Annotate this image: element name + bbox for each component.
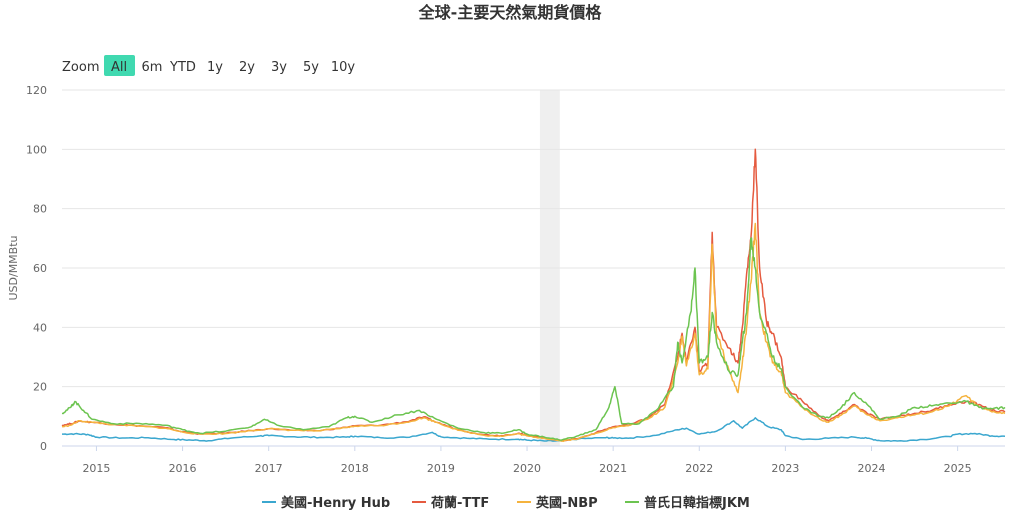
- x-axis-ticks: 2015 2016 2017 2018 2019 2020 2021 2022 2023 2024…: [82, 446, 972, 475]
- zoom-controls: Zoom All 6m YTD 1y 2y 3y 5y 10y: [62, 55, 355, 76]
- x-tick-label: 2022: [685, 462, 713, 475]
- x-tick-label: 2019: [427, 462, 455, 475]
- zoom-button-1y[interactable]: 1y: [207, 60, 223, 75]
- y-tick-label: 0: [40, 440, 47, 453]
- series-line-1: [61, 148, 1006, 442]
- zoom-button-label: YTD: [169, 60, 196, 75]
- x-tick-label: 2018: [341, 462, 369, 475]
- zoom-button-5y[interactable]: 5y: [303, 60, 319, 75]
- x-tick-label: 2015: [82, 462, 110, 475]
- zoom-button-all[interactable]: All: [104, 55, 135, 76]
- zoom-button-6m[interactable]: 6m: [142, 60, 163, 75]
- gridlines: [62, 89, 1005, 447]
- zoom-button-2y[interactable]: 2y: [239, 60, 255, 75]
- zoom-button-label: 6m: [142, 60, 163, 75]
- legend-label: 荷蘭-TTF: [430, 495, 489, 511]
- x-tick-label: 2017: [255, 462, 283, 475]
- y-tick-label: 40: [33, 321, 47, 334]
- legend-item-0[interactable]: 美國-Henry Hub: [262, 495, 390, 511]
- zoom-button-3y[interactable]: 3y: [271, 60, 287, 75]
- zoom-button-label: 5y: [303, 60, 319, 75]
- chart-title: 全球-主要天然氣期貨價格: [418, 3, 603, 22]
- y-axis-ticks: 0 20 40 60 80 100 120: [26, 84, 47, 453]
- x-tick-label: 2024: [858, 462, 886, 475]
- y-tick-label: 20: [33, 381, 47, 394]
- x-tick-label: 2025: [944, 462, 972, 475]
- legend-label: 普氏日韓指標JKM: [644, 495, 750, 511]
- zoom-button-label: All: [111, 60, 127, 75]
- x-tick-label: 2021: [599, 462, 627, 475]
- y-tick-label: 120: [26, 84, 47, 97]
- zoom-label: Zoom: [62, 60, 99, 75]
- series-line-3: [61, 237, 1006, 441]
- zoom-button-label: 1y: [207, 60, 223, 75]
- series-line-2: [61, 222, 1006, 442]
- series-lines: [61, 148, 1006, 442]
- y-tick-label: 80: [33, 203, 47, 216]
- zoom-button-label: 3y: [271, 60, 287, 75]
- zoom-button-10y[interactable]: 10y: [331, 60, 356, 75]
- zoom-button-bg: [104, 55, 135, 76]
- legend-item-3[interactable]: 普氏日韓指標JKM: [625, 495, 750, 511]
- zoom-button-label: 2y: [239, 60, 255, 75]
- zoom-button-label: 10y: [331, 60, 356, 75]
- x-tick-label: 2020: [513, 462, 541, 475]
- x-tick-label: 2016: [169, 462, 197, 475]
- y-axis-label: USD/MMBtu: [7, 235, 20, 300]
- legend-label: 英國-NBP: [535, 495, 598, 511]
- y-tick-label: 60: [33, 262, 47, 275]
- x-tick-label: 2023: [771, 462, 799, 475]
- legend-item-1[interactable]: 荷蘭-TTF: [412, 495, 489, 511]
- legend-label: 美國-Henry Hub: [281, 495, 390, 511]
- y-tick-label: 100: [26, 143, 47, 156]
- legend-item-2[interactable]: 英國-NBP: [517, 495, 598, 511]
- legend: 美國-Henry Hub 荷蘭-TTF 英國-NBP 普氏日韓指標JKM: [262, 495, 750, 511]
- zoom-button-ytd[interactable]: YTD: [169, 60, 196, 75]
